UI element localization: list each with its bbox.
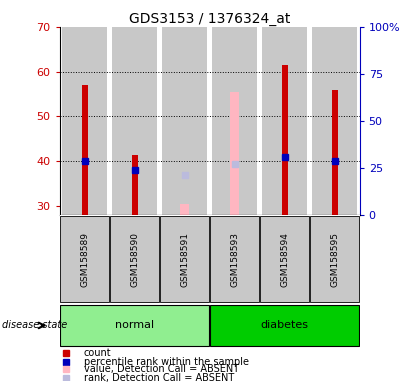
Bar: [132, 155, 138, 215]
Bar: [180, 204, 189, 215]
Bar: [332, 89, 337, 215]
Text: GSM158594: GSM158594: [280, 232, 289, 286]
Bar: [60, 216, 109, 303]
Bar: [210, 305, 359, 346]
Bar: [60, 305, 209, 346]
Bar: [230, 92, 239, 215]
Text: GSM158595: GSM158595: [330, 232, 339, 287]
Bar: [212, 27, 257, 215]
Text: GSM158591: GSM158591: [180, 232, 189, 287]
Bar: [160, 216, 209, 303]
Bar: [262, 27, 307, 215]
Text: GSM158590: GSM158590: [130, 232, 139, 287]
Text: count: count: [83, 348, 111, 358]
Bar: [110, 216, 159, 303]
Text: diabetes: diabetes: [261, 319, 309, 329]
Text: value, Detection Call = ABSENT: value, Detection Call = ABSENT: [83, 364, 239, 374]
Bar: [162, 27, 207, 215]
Text: percentile rank within the sample: percentile rank within the sample: [83, 357, 249, 367]
Bar: [112, 27, 157, 215]
Bar: [82, 85, 88, 215]
Bar: [312, 27, 357, 215]
Title: GDS3153 / 1376324_at: GDS3153 / 1376324_at: [129, 12, 290, 26]
Text: GSM158589: GSM158589: [80, 232, 89, 287]
Bar: [282, 65, 288, 215]
Text: normal: normal: [115, 319, 154, 329]
Bar: [310, 216, 359, 303]
Bar: [260, 216, 309, 303]
Bar: [210, 216, 259, 303]
Bar: [62, 27, 107, 215]
Text: GSM158593: GSM158593: [230, 232, 239, 287]
Text: rank, Detection Call = ABSENT: rank, Detection Call = ABSENT: [83, 372, 234, 382]
Text: disease state: disease state: [2, 320, 67, 331]
